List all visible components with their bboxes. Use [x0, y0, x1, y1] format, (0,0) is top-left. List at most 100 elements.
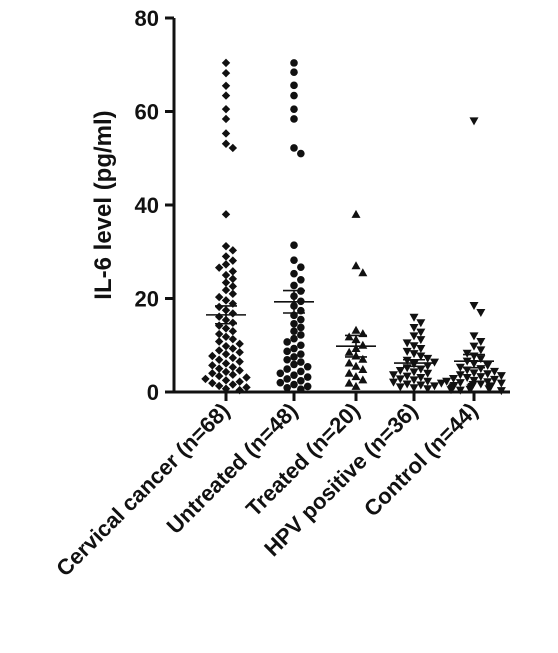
- data-point: [214, 381, 224, 391]
- data-point: [228, 143, 238, 153]
- data-point: [228, 344, 238, 353]
- data-point: [483, 370, 493, 379]
- data-point: [358, 268, 368, 277]
- data-point: [476, 373, 486, 382]
- data-point: [469, 376, 479, 385]
- data-point: [208, 351, 217, 361]
- data-point: [228, 380, 238, 389]
- data-point: [235, 377, 244, 386]
- data-point: [476, 338, 486, 347]
- data-point: [290, 68, 298, 77]
- data-point: [448, 374, 458, 383]
- data-point: [395, 366, 405, 375]
- data-point: [455, 363, 465, 372]
- data-point: [214, 371, 224, 381]
- data-point: [221, 341, 231, 351]
- data-point: [476, 380, 486, 389]
- data-point: [221, 129, 231, 138]
- data-point: [221, 241, 231, 251]
- data-point: [416, 336, 426, 345]
- data-point: [235, 357, 244, 366]
- data-point: [402, 347, 412, 356]
- data-point: [297, 376, 305, 385]
- data-point: [297, 341, 305, 350]
- data-point: [221, 278, 231, 287]
- data-point: [476, 365, 486, 374]
- data-point: [221, 384, 231, 393]
- data-point: [303, 362, 312, 371]
- data-point: [484, 385, 494, 394]
- data-point: [297, 385, 305, 393]
- data-point: [290, 91, 298, 100]
- data-point: [476, 355, 486, 364]
- data-point: [490, 367, 500, 376]
- data-point: [221, 104, 231, 114]
- data-point: [221, 324, 231, 333]
- data-point: [297, 358, 305, 366]
- data-point: [235, 339, 244, 349]
- data-point: [469, 302, 479, 311]
- data-point: [290, 59, 298, 67]
- data-point: [358, 375, 368, 384]
- data-point: [290, 371, 298, 379]
- data-point: [446, 386, 456, 395]
- data-point: [423, 354, 433, 363]
- data-point: [455, 371, 465, 380]
- data-point: [221, 210, 231, 219]
- data-point: [228, 309, 238, 318]
- y-tick-label: 40: [135, 193, 159, 218]
- data-point: [303, 373, 312, 381]
- data-point: [462, 349, 472, 358]
- data-point: [290, 344, 298, 353]
- data-point: [201, 374, 210, 384]
- data-point: [351, 261, 361, 270]
- data-point: [409, 323, 419, 332]
- data-point: [402, 356, 412, 365]
- data-point: [276, 378, 285, 387]
- data-point: [283, 375, 291, 383]
- data-point: [242, 373, 251, 382]
- data-point: [290, 115, 298, 123]
- data-point: [214, 364, 224, 373]
- data-point: [290, 241, 298, 250]
- data-point: [228, 256, 238, 265]
- y-tick-label: 60: [135, 100, 159, 125]
- data-point: [235, 366, 244, 375]
- data-point: [221, 270, 231, 280]
- data-point: [297, 315, 305, 324]
- data-point: [228, 327, 238, 336]
- data-point: [416, 374, 426, 383]
- data-point: [416, 328, 426, 337]
- data-point: [465, 385, 475, 394]
- data-point: [290, 144, 298, 152]
- data-point: [409, 350, 419, 359]
- data-point: [297, 149, 305, 158]
- data-point: [351, 361, 361, 370]
- data-point: [283, 383, 291, 392]
- data-point: [402, 372, 412, 381]
- data-point: [290, 327, 298, 336]
- data-point: [409, 313, 419, 322]
- data-point: [242, 383, 251, 392]
- data-point: [283, 365, 291, 373]
- data-point: [221, 285, 231, 295]
- data-point: [462, 374, 472, 383]
- data-point: [423, 362, 433, 371]
- y-tick-label: 0: [147, 380, 159, 405]
- data-point: [402, 339, 412, 348]
- data-point: [221, 114, 231, 124]
- data-point: [283, 355, 291, 364]
- data-point: [290, 81, 298, 90]
- data-point: [388, 378, 398, 387]
- data-point: [228, 299, 238, 308]
- data-point: [221, 367, 231, 377]
- data-point: [290, 380, 298, 389]
- data-point: [221, 68, 231, 78]
- data-point: [208, 361, 217, 370]
- data-point: [297, 331, 305, 339]
- data-point: [221, 252, 231, 261]
- data-point: [290, 353, 298, 361]
- data-point: [228, 334, 238, 344]
